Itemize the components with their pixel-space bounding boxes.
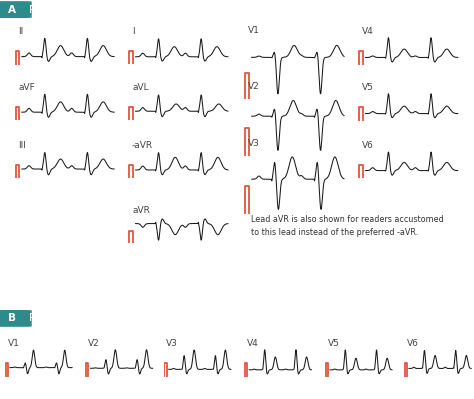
FancyBboxPatch shape [0, 310, 32, 327]
Text: V3: V3 [248, 139, 260, 148]
Text: V1: V1 [248, 26, 260, 35]
Text: V5: V5 [362, 83, 374, 92]
Text: aVF: aVF [18, 83, 35, 92]
Text: V6: V6 [362, 140, 374, 150]
Text: B: B [9, 313, 16, 324]
Text: -aVR: -aVR [132, 140, 153, 150]
Text: V5: V5 [328, 339, 339, 348]
Text: III: III [18, 140, 26, 150]
Text: V2: V2 [88, 339, 100, 348]
Text: V2: V2 [248, 81, 260, 91]
Text: V3: V3 [166, 339, 178, 348]
Text: A: A [9, 4, 16, 15]
Text: II: II [18, 27, 24, 36]
Text: V4: V4 [362, 27, 374, 36]
Text: aVL: aVL [132, 83, 149, 92]
Text: Lead aVR is also shown for readers accustomed
to this lead instead of the prefer: Lead aVR is also shown for readers accus… [251, 215, 443, 237]
Text: V4: V4 [247, 339, 259, 348]
Text: V1: V1 [8, 339, 19, 348]
Text: aVR: aVR [132, 206, 150, 215]
Text: Patient with potassium 7.6 mmol/L: Patient with potassium 7.6 mmol/L [29, 4, 211, 15]
Text: Patient with potassium 8.2 mmol/L: Patient with potassium 8.2 mmol/L [29, 313, 211, 324]
FancyBboxPatch shape [0, 1, 32, 18]
Text: V6: V6 [407, 339, 419, 348]
Text: I: I [132, 27, 135, 36]
